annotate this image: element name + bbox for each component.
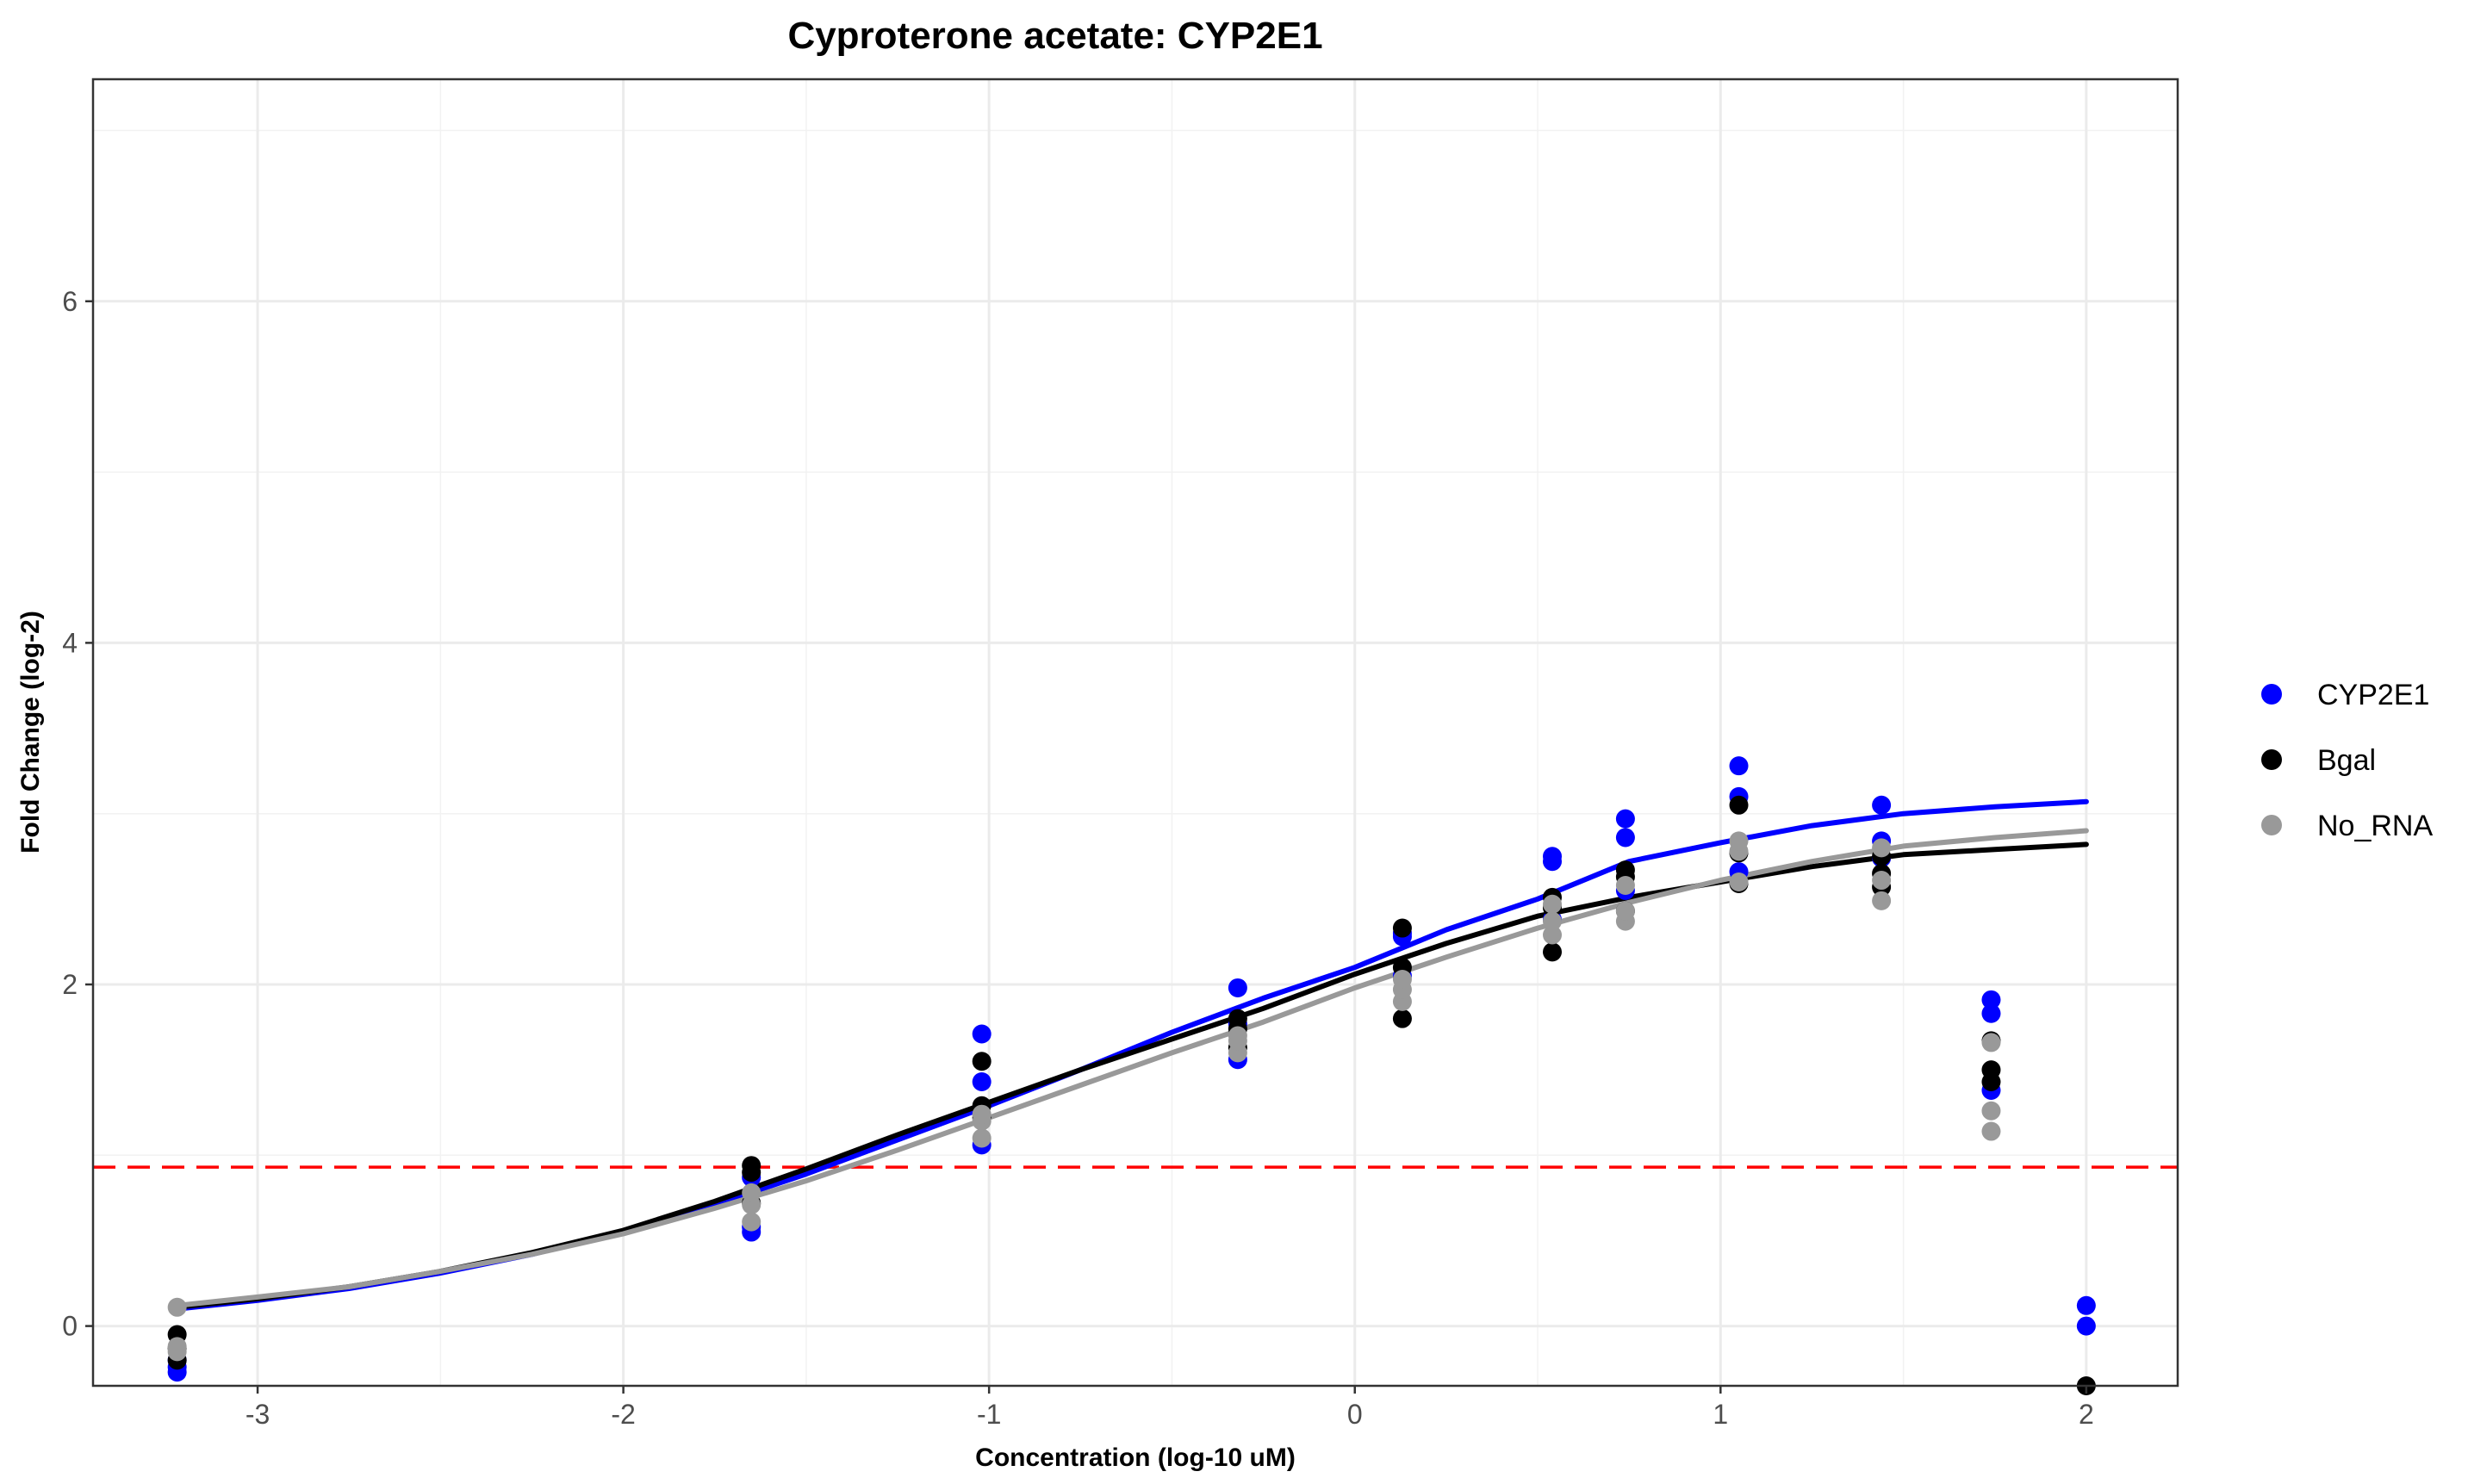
- x-axis-title: Concentration (log-10 uM): [975, 1444, 1296, 1472]
- data-point-no-rna: [1228, 1026, 1247, 1046]
- data-point-no-rna: [1981, 1101, 2001, 1121]
- data-point-cyp2e1: [2076, 1316, 2096, 1336]
- legend-key-no-rna: [2261, 815, 2282, 835]
- fit-curve-no-rna: [174, 828, 2089, 1308]
- data-point-bgal: [1392, 1009, 1412, 1028]
- data-point-no-rna: [742, 1183, 762, 1202]
- x-tick-label: 1: [1713, 1399, 1728, 1430]
- data-point-no-rna: [1872, 838, 1892, 858]
- data-point-no-rna: [1615, 901, 1635, 921]
- data-point-bgal: [1543, 942, 1562, 962]
- data-point-bgal: [972, 1052, 992, 1071]
- data-point-bgal: [1729, 795, 1749, 815]
- x-tick-label: 0: [1347, 1399, 1363, 1430]
- data-point-no-rna: [742, 1212, 762, 1232]
- legend-label: No_RNA: [2317, 810, 2433, 842]
- y-axis-title: Fold Change (log-2): [16, 611, 45, 854]
- data-point-bgal: [1981, 1060, 2001, 1080]
- legend-key-cyp2e1: [2261, 684, 2282, 705]
- data-point-bgal: [1392, 918, 1412, 938]
- y-tick-label: 2: [62, 969, 78, 1000]
- legend-key-bgal: [2261, 749, 2282, 770]
- chart-title: Cyproterone acetate: CYP2E1: [787, 15, 1322, 57]
- data-point-cyp2e1: [1228, 978, 1247, 997]
- data-point-bgal: [742, 1156, 762, 1176]
- y-tick-label: 0: [62, 1311, 78, 1342]
- data-point-bgal: [1228, 1009, 1247, 1028]
- data-point-no-rna: [1543, 911, 1562, 931]
- data-point-bgal: [1615, 860, 1635, 880]
- y-tick-label: 6: [62, 286, 78, 317]
- x-tick-label: -3: [246, 1399, 270, 1430]
- data-point-no-rna: [1543, 925, 1562, 945]
- data-point-no-rna: [1729, 872, 1749, 892]
- data-point-cyp2e1: [1615, 809, 1635, 829]
- x-tick-label: -2: [611, 1399, 635, 1430]
- data-points: [167, 756, 2096, 1395]
- data-point-cyp2e1: [972, 1024, 992, 1044]
- data-point-cyp2e1: [1981, 990, 2001, 1009]
- data-point-cyp2e1: [1543, 847, 1562, 866]
- axes: -3 -2 -1 0 1 2 0 2 4 6: [62, 286, 2094, 1430]
- x-tick-label: -1: [977, 1399, 1001, 1430]
- x-tick-label: 2: [2079, 1399, 2094, 1430]
- data-point-no-rna: [1543, 894, 1562, 914]
- data-point-no-rna: [1392, 970, 1412, 990]
- data-point-no-rna: [972, 1104, 992, 1124]
- data-point-cyp2e1: [1615, 828, 1635, 848]
- legend: CYP2E1 Bgal No_RNA: [2261, 679, 2433, 842]
- panel-border: [91, 78, 2179, 1388]
- data-point-cyp2e1: [1729, 756, 1749, 776]
- data-point-no-rna: [1981, 1121, 2001, 1141]
- data-point-cyp2e1: [1872, 795, 1892, 815]
- data-point-no-rna: [1729, 831, 1749, 851]
- data-point-no-rna: [1981, 1033, 2001, 1052]
- y-tick-label: 4: [62, 627, 78, 658]
- legend-label: Bgal: [2317, 744, 2376, 777]
- data-point-no-rna: [1872, 891, 1892, 910]
- data-point-cyp2e1: [1981, 1003, 2001, 1023]
- data-point-no-rna: [167, 1337, 187, 1357]
- data-point-no-rna: [167, 1297, 187, 1317]
- data-point-cyp2e1: [2076, 1295, 2096, 1315]
- data-point-cyp2e1: [972, 1072, 992, 1092]
- data-point-no-rna: [1615, 875, 1635, 895]
- data-point-no-rna: [1872, 871, 1892, 891]
- fit-curves: [174, 798, 2089, 1312]
- legend-label: CYP2E1: [2317, 679, 2429, 711]
- data-point-no-rna: [972, 1128, 992, 1148]
